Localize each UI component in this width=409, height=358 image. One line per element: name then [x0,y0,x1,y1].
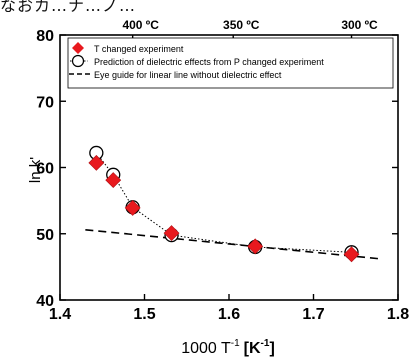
y-tick-label: 60 [36,161,54,178]
top-tick-label: 300 ºC [341,18,378,32]
experiment-point [88,154,105,171]
x-tick-label: 1.4 [49,306,71,323]
x-tick-label: 1.5 [133,306,155,323]
y-tick-label: 40 [36,293,54,310]
series-layer [85,145,382,263]
legend: T changed experiment Prediction of dielec… [67,37,394,89]
experiment-point [124,199,141,216]
x-tick-label: 1.6 [218,306,240,323]
x-tick-label: 1.8 [387,306,409,323]
legend-entry-label: Eye guide for linear line without dielec… [94,70,282,80]
top-tick-label: 400 ºC [122,18,159,32]
experiment-point [105,172,122,189]
x-axis-ticks: 1.4 1.5 1.6 1.7 1.8 [49,294,409,323]
legend-marker-circle [71,54,85,68]
y-tick-label: 80 [36,28,54,45]
y-axis-ticks: 40 50 60 70 80 [36,28,398,310]
prediction-dotted-line [95,152,352,253]
legend-marker-diamond [72,42,84,54]
x-axis-label-unit: [K [244,340,261,357]
caption-text: なおカ…ナ…ノ… [0,0,137,12]
experiment-point [343,246,360,263]
x-axis-label: 1000 T-1 [K-1] [181,338,275,357]
legend-box [67,37,394,89]
y-tick-label: 50 [36,227,54,244]
top-tick-label: 350 ºC [223,18,260,32]
x-tick-label: 1.7 [302,306,324,323]
experiment-point [247,238,264,255]
x-axis-label-sup: -1 [231,338,240,349]
x-axis-label-main: 1000 T [181,340,231,357]
y-axis-label: ln k' [27,157,44,183]
x-axis-label-close: ] [269,340,274,357]
x-axis-label-unit-sup: -1 [261,338,270,349]
legend-entry-label: Prediction of dielectric effects from P … [94,57,324,67]
legend-entry-label: T changed experiment [94,44,184,54]
y-tick-label: 70 [36,94,54,111]
top-axis-ticks: 400 ºC 350 ºC 300 ºC [122,18,378,41]
experiment-point [163,225,180,242]
